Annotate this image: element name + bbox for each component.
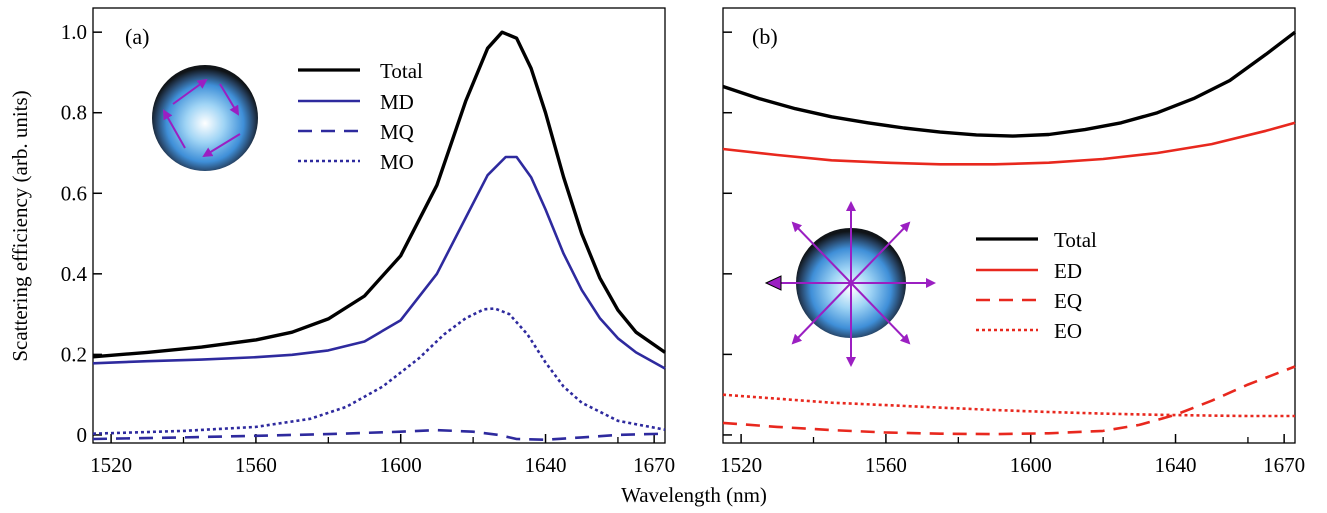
y-tick-label: 0.6 xyxy=(61,181,87,205)
y-tick-label: 0.8 xyxy=(61,101,87,125)
series-line-eo xyxy=(722,393,1295,418)
sphere-radiating-arrows-icon xyxy=(764,201,936,367)
sphere-circulating-arrows-icon xyxy=(152,65,258,171)
x-tick-label: 1670 xyxy=(1263,453,1305,477)
x-tick-label: 1670 xyxy=(633,453,675,477)
legend-label-total: Total xyxy=(1054,228,1097,252)
legend-label-mo: MO xyxy=(380,150,414,174)
legend-label-eq: EQ xyxy=(1054,289,1082,313)
series-line-total xyxy=(722,30,1297,138)
legend-label-eo: EO xyxy=(1054,319,1082,343)
plot-frame xyxy=(92,7,666,444)
panel-a: 1520 1560 1600 1640 1670 0 0.2 0.4 0.6 0.8 1.0 (a)… xyxy=(61,7,675,477)
legend-label-md: MD xyxy=(380,90,414,114)
x-tick-label: 1520 xyxy=(90,453,132,477)
x-tick-label: 1560 xyxy=(865,453,907,477)
series-line-total xyxy=(92,30,666,359)
plot-frame xyxy=(722,7,1296,444)
x-tick-label: 1640 xyxy=(525,453,567,477)
y-tick-label: 1.0 xyxy=(61,20,87,44)
series-line-mo xyxy=(92,307,666,435)
y-tick-label: 0.4 xyxy=(61,262,88,286)
tick-marks: 1520 1560 1600 1640 1670 xyxy=(720,31,1305,477)
y-tick-label: 0 xyxy=(77,423,88,447)
series-line-md xyxy=(92,155,666,370)
legend-label-total: Total xyxy=(380,59,423,83)
panel-label: (a) xyxy=(125,24,149,49)
panel-b: 1520 1560 1600 1640 1670 (b) Total ED EQ EO xyxy=(720,7,1305,477)
legend: Total ED EQ EO xyxy=(976,228,1097,343)
series-lines xyxy=(722,30,1297,436)
x-axis-title: Wavelength (nm) xyxy=(621,483,767,507)
x-tick-label: 1520 xyxy=(720,453,762,477)
series-line-ed xyxy=(722,121,1296,166)
series-line-eq xyxy=(722,365,1296,436)
x-tick-label: 1640 xyxy=(1155,453,1197,477)
x-tick-label: 1600 xyxy=(380,453,422,477)
x-tick-label: 1560 xyxy=(235,453,277,477)
legend-label-mq: MQ xyxy=(380,120,414,144)
series-lines xyxy=(92,30,666,442)
series-line-mq xyxy=(92,428,666,442)
legend-label-ed: ED xyxy=(1054,259,1082,283)
y-tick-label: 0.2 xyxy=(61,342,87,366)
tick-marks: 1520 1560 1600 1640 1670 0 0.2 0.4 0.6 0.8 1.0 xyxy=(61,20,675,477)
legend: Total MD MQ MO xyxy=(298,59,423,174)
x-tick-label: 1600 xyxy=(1010,453,1052,477)
y-axis-title: Scattering efficiency (arb. units) xyxy=(8,90,32,361)
panel-label: (b) xyxy=(752,24,778,49)
